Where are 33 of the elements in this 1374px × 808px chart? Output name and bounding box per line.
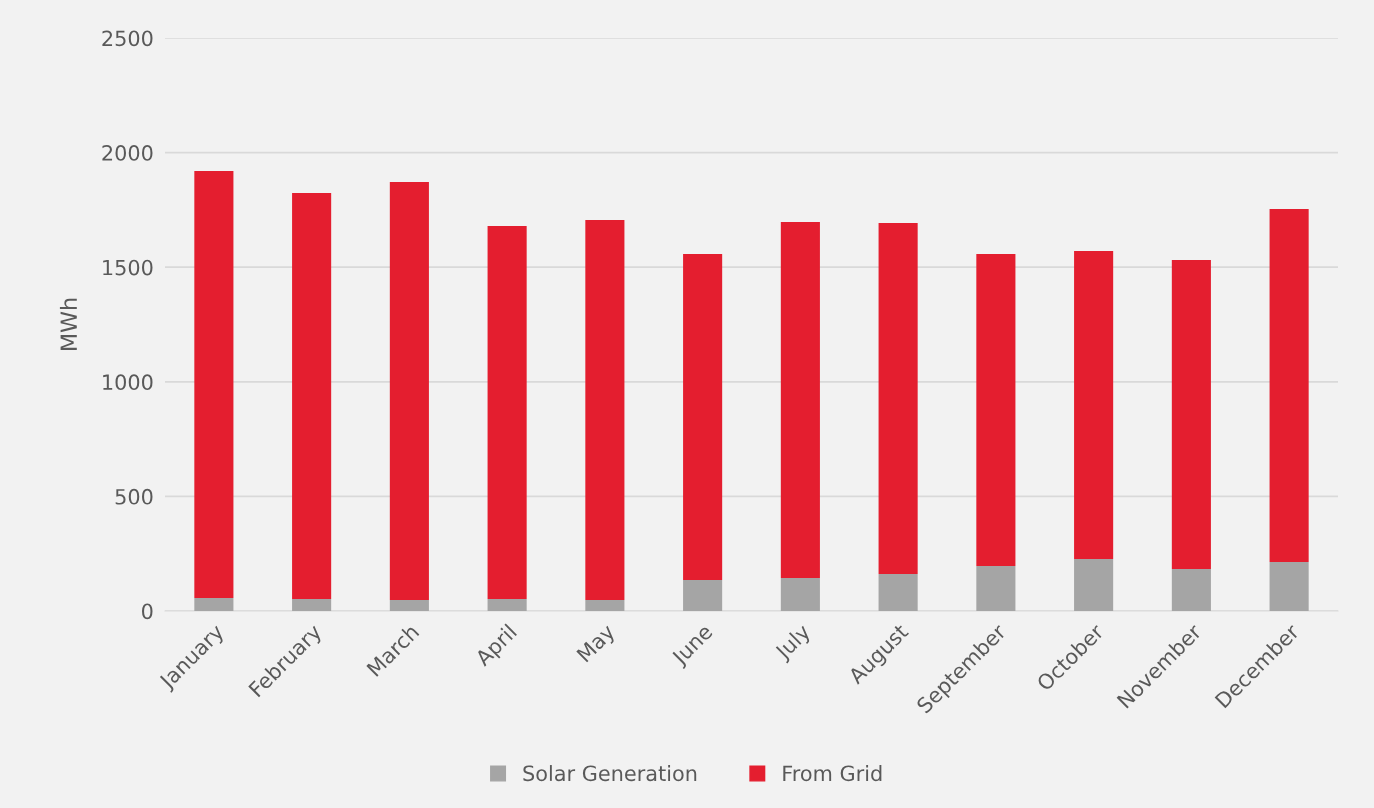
bar bbox=[976, 566, 1016, 611]
bar bbox=[585, 600, 625, 611]
bar bbox=[780, 222, 820, 578]
bar bbox=[878, 574, 918, 611]
legend-label: Solar Generation bbox=[523, 765, 697, 782]
y-axis-title: MWh bbox=[59, 298, 77, 350]
bar bbox=[1074, 250, 1114, 559]
y-tick-label: 500 bbox=[115, 488, 153, 505]
bar bbox=[683, 253, 723, 581]
bar bbox=[1171, 260, 1211, 570]
bar bbox=[292, 192, 332, 600]
y-tick-label: 1500 bbox=[103, 259, 153, 276]
bar bbox=[292, 599, 332, 611]
bar bbox=[1269, 561, 1309, 611]
y-tick-label: 0 bbox=[142, 603, 153, 620]
bar bbox=[389, 181, 429, 600]
bar bbox=[194, 170, 234, 598]
y-tick-label: 2500 bbox=[102, 30, 153, 47]
y-tick-label: 1000 bbox=[103, 374, 153, 391]
bar bbox=[1171, 569, 1211, 611]
bar bbox=[585, 219, 625, 600]
bar bbox=[487, 225, 527, 600]
bar bbox=[780, 578, 820, 611]
legend-label: From Grid bbox=[783, 765, 882, 782]
bar bbox=[878, 222, 918, 575]
bar bbox=[1269, 208, 1309, 562]
y-tick-label: 2000 bbox=[102, 145, 153, 161]
bar bbox=[389, 600, 429, 611]
bar bbox=[683, 580, 723, 611]
bar bbox=[1074, 558, 1114, 611]
bar bbox=[976, 253, 1016, 567]
bar bbox=[487, 599, 527, 611]
bar bbox=[194, 597, 234, 611]
